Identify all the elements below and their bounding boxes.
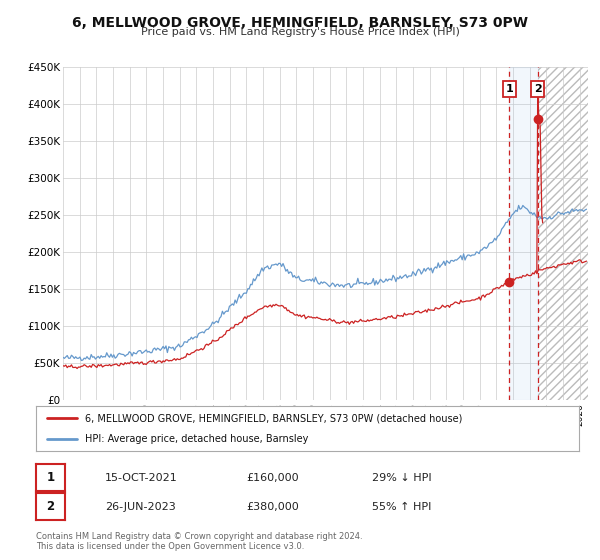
Text: 1: 1 bbox=[46, 471, 55, 484]
Text: 15-OCT-2021: 15-OCT-2021 bbox=[105, 473, 178, 483]
Text: 2: 2 bbox=[534, 84, 542, 94]
Text: 55% ↑ HPI: 55% ↑ HPI bbox=[372, 502, 431, 512]
Text: £160,000: £160,000 bbox=[246, 473, 299, 483]
Text: 26-JUN-2023: 26-JUN-2023 bbox=[105, 502, 176, 512]
Text: This data is licensed under the Open Government Licence v3.0.: This data is licensed under the Open Gov… bbox=[36, 542, 304, 551]
Text: Contains HM Land Registry data © Crown copyright and database right 2024.: Contains HM Land Registry data © Crown c… bbox=[36, 532, 362, 541]
Text: 29% ↓ HPI: 29% ↓ HPI bbox=[372, 473, 431, 483]
Text: £380,000: £380,000 bbox=[246, 502, 299, 512]
Bar bbox=[538, 67, 588, 400]
Text: 2: 2 bbox=[46, 500, 55, 514]
Bar bbox=[509, 67, 538, 400]
Text: 6, MELLWOOD GROVE, HEMINGFIELD, BARNSLEY, S73 0PW (detached house): 6, MELLWOOD GROVE, HEMINGFIELD, BARNSLEY… bbox=[85, 413, 462, 423]
Text: Price paid vs. HM Land Registry's House Price Index (HPI): Price paid vs. HM Land Registry's House … bbox=[140, 27, 460, 37]
Text: HPI: Average price, detached house, Barnsley: HPI: Average price, detached house, Barn… bbox=[85, 433, 308, 444]
Bar bbox=[538, 67, 588, 400]
Text: 6, MELLWOOD GROVE, HEMINGFIELD, BARNSLEY, S73 0PW: 6, MELLWOOD GROVE, HEMINGFIELD, BARNSLEY… bbox=[72, 16, 528, 30]
Text: 1: 1 bbox=[506, 84, 514, 94]
